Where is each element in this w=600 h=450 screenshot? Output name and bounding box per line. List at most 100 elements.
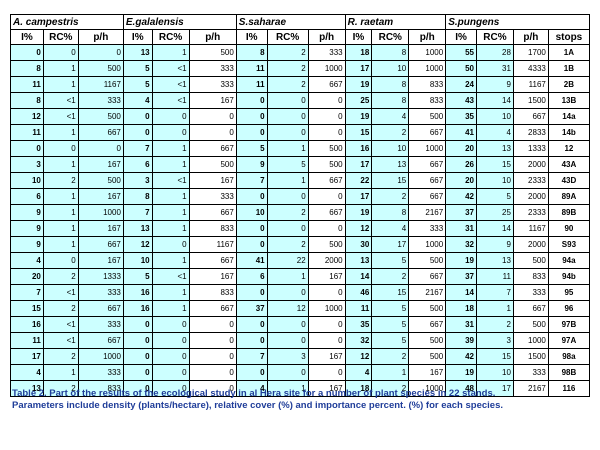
- table-cell: 667: [77, 300, 124, 317]
- table-cell: 2833: [512, 124, 549, 141]
- table-cell: 333: [408, 220, 447, 237]
- table-cell: 37: [445, 268, 477, 285]
- table-cell: 1333: [512, 140, 549, 157]
- table-cell: <1: [151, 76, 190, 93]
- table-cell: 1: [42, 220, 79, 237]
- table-cell: 16: [10, 316, 44, 333]
- table-cell: 13: [122, 220, 153, 237]
- table-cell: <1: [42, 284, 79, 301]
- table-cell: 2: [42, 380, 79, 397]
- column-header: RC%: [42, 29, 79, 45]
- table-cell: 12: [344, 220, 373, 237]
- table-cell: 167: [188, 92, 237, 109]
- table-cell: 13: [344, 252, 373, 269]
- table-cell: 31: [445, 316, 477, 333]
- table-cell: 19: [344, 204, 373, 221]
- table-cell: 167: [188, 172, 237, 189]
- table-cell: 667: [408, 156, 447, 173]
- stop-id-cell: 43A: [547, 156, 591, 173]
- table-cell: 8: [371, 204, 410, 221]
- table-cell: 18: [344, 380, 373, 397]
- table-cell: 0: [151, 124, 190, 141]
- table-cell: 1: [266, 172, 309, 189]
- stop-id-cell: 89A: [547, 188, 591, 205]
- table-cell: 167: [77, 188, 124, 205]
- table-cell: 0: [122, 316, 153, 333]
- table-cell: 0: [151, 236, 190, 253]
- table-cell: 13: [476, 140, 514, 157]
- species-r-raetam: R. raetam: [344, 14, 447, 30]
- table-cell: 333: [512, 364, 549, 381]
- table-cell: 14: [476, 92, 514, 109]
- table-cell: 0: [77, 44, 124, 61]
- table-cell: 0: [122, 364, 153, 381]
- table-cell: 667: [512, 108, 549, 125]
- table-cell: 667: [307, 76, 346, 93]
- table-cell: 11: [10, 332, 44, 349]
- column-header: p/h: [188, 29, 237, 45]
- table-cell: 0: [151, 316, 190, 333]
- table-cell: 0: [266, 332, 309, 349]
- table-cell: 1000: [77, 348, 124, 365]
- table-row: 4 1 333 0 0 0 0 0 0 4 1 167 19 10 333 98B: [10, 364, 591, 381]
- table-cell: 1167: [77, 76, 124, 93]
- table-cell: 30: [344, 236, 373, 253]
- table-cell: 4: [476, 124, 514, 141]
- table-cell: 2: [266, 236, 309, 253]
- table-cell: 5: [476, 188, 514, 205]
- table-cell: 7: [476, 284, 514, 301]
- table-cell: 2333: [512, 204, 549, 221]
- stop-id-cell: 89B: [547, 204, 591, 221]
- table-cell: 15: [10, 300, 44, 317]
- table-cell: 11: [235, 76, 268, 93]
- table-cell: 11: [10, 76, 44, 93]
- table-row: 9 1 167 13 1 833 0 0 0 12 4 333 31 14 1167 90: [10, 220, 591, 237]
- table-row: 8 1 500 5 <1 333 11 2 1000 17 10 1000 50 31 4333 1B: [10, 60, 591, 77]
- table-cell: 1000: [77, 204, 124, 221]
- table-cell: 0: [188, 380, 237, 397]
- table-cell: 20: [445, 172, 477, 189]
- table-cell: 0: [235, 316, 268, 333]
- table-cell: 1: [151, 188, 190, 205]
- table-cell: 333: [188, 76, 237, 93]
- table-cell: 0: [266, 124, 309, 141]
- table-cell: 0: [235, 332, 268, 349]
- table-cell: 2: [266, 44, 309, 61]
- table-cell: 500: [307, 140, 346, 157]
- table-cell: 1: [42, 76, 79, 93]
- table-cell: 333: [77, 316, 124, 333]
- table-cell: 1000: [408, 140, 447, 157]
- table-cell: 11: [235, 60, 268, 77]
- table-cell: 1: [266, 380, 309, 397]
- table-cell: 4: [344, 364, 373, 381]
- table-cell: 1: [42, 156, 79, 173]
- table-cell: 333: [188, 60, 237, 77]
- table-cell: 13: [371, 156, 410, 173]
- table-cell: 0: [266, 108, 309, 125]
- table-cell: 10: [476, 172, 514, 189]
- column-header: p/h: [307, 29, 346, 45]
- table-cell: 167: [77, 252, 124, 269]
- table-cell: 12: [266, 300, 309, 317]
- table-cell: 2: [42, 348, 79, 365]
- table-row: 13 2 833 0 0 0 4 1 167 18 2 1000 48 17 2167 116: [10, 380, 591, 397]
- table-cell: 833: [512, 268, 549, 285]
- table-cell: 833: [77, 380, 124, 397]
- table-cell: 15: [371, 284, 410, 301]
- table-cell: 5: [371, 300, 410, 317]
- table-row: 7 <1 333 16 1 833 0 0 0 46 15 2167 14 7 333 95: [10, 284, 591, 301]
- table-cell: 500: [188, 156, 237, 173]
- table-cell: 1167: [512, 76, 549, 93]
- table-cell: 10: [10, 172, 44, 189]
- table-cell: 31: [445, 220, 477, 237]
- table-cell: 11: [10, 124, 44, 141]
- table-cell: 2: [371, 124, 410, 141]
- table-cell: 667: [188, 140, 237, 157]
- table-cell: 25: [476, 204, 514, 221]
- table-row: 9 1 1000 7 1 667 10 2 667 19 8 2167 37 25 2333 89B: [10, 204, 591, 221]
- table-cell: 14: [445, 284, 477, 301]
- table-cell: 500: [77, 60, 124, 77]
- column-header: p/h: [408, 29, 447, 45]
- table-cell: 0: [307, 92, 346, 109]
- table-row: 11 <1 667 0 0 0 0 0 0 32 5 500 39 3 1000 97A: [10, 332, 591, 349]
